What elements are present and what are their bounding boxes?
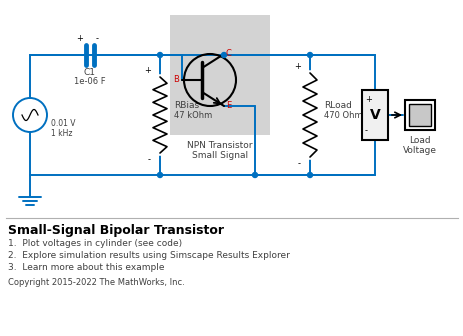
Text: Copyright 2015-2022 The MathWorks, Inc.: Copyright 2015-2022 The MathWorks, Inc. (8, 278, 184, 287)
Circle shape (252, 172, 257, 177)
Text: RBias: RBias (174, 101, 199, 110)
Bar (408, 104, 430, 126)
Text: +: + (76, 34, 83, 43)
Bar (169, 15, 269, 135)
Text: Load: Load (408, 136, 430, 145)
Text: RLoad: RLoad (323, 101, 351, 110)
Text: +: + (144, 66, 150, 75)
Text: 1 kHz: 1 kHz (51, 129, 72, 138)
Text: 470 Ohm: 470 Ohm (323, 111, 362, 120)
Circle shape (307, 172, 312, 177)
Text: 0.01 V: 0.01 V (51, 119, 75, 128)
Text: -: - (364, 126, 367, 135)
Text: Voltage: Voltage (402, 146, 436, 155)
Circle shape (307, 52, 312, 57)
Text: +: + (294, 62, 300, 71)
Text: 47 kOhm: 47 kOhm (174, 111, 212, 120)
Text: 3.  Learn more about this example: 3. Learn more about this example (8, 263, 164, 272)
Circle shape (221, 52, 226, 57)
Text: 1e-06 F: 1e-06 F (74, 77, 106, 86)
Text: 2.  Explore simulation results using Simscape Results Explorer: 2. Explore simulation results using Sims… (8, 251, 289, 260)
Text: Small Signal: Small Signal (192, 151, 248, 160)
Bar (404, 100, 434, 130)
Text: -: - (148, 155, 150, 164)
Text: B: B (173, 75, 179, 84)
Bar (361, 90, 387, 140)
Text: -: - (96, 34, 99, 43)
Text: C1: C1 (84, 68, 96, 77)
Text: -: - (297, 159, 300, 168)
Text: NPN Transistor: NPN Transistor (187, 141, 252, 150)
Circle shape (157, 172, 162, 177)
Text: +: + (364, 95, 371, 104)
Text: E: E (225, 101, 231, 111)
Text: V: V (369, 108, 380, 122)
Circle shape (157, 52, 162, 57)
Text: C: C (225, 48, 232, 57)
Text: 1.  Plot voltages in cylinder (see code): 1. Plot voltages in cylinder (see code) (8, 239, 182, 248)
Text: Small-Signal Bipolar Transistor: Small-Signal Bipolar Transistor (8, 224, 224, 237)
